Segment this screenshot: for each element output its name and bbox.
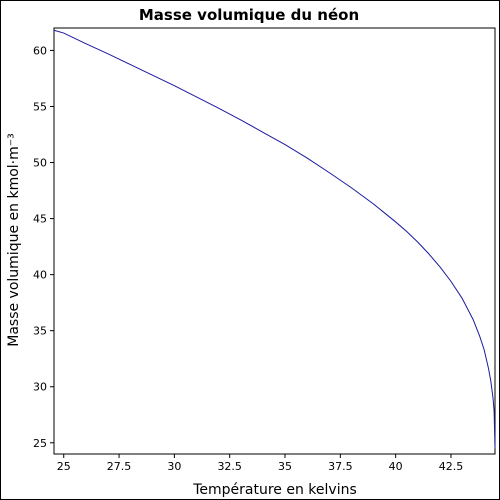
y-axis: 25 30 35 40 45 50 55 60: [33, 44, 54, 450]
x-tick-label: 37.5: [328, 460, 353, 473]
chart-title: Masse volumique du néon: [139, 6, 359, 24]
x-tick-label: 27.5: [107, 460, 132, 473]
x-axis-label: Température en kelvins: [192, 482, 357, 498]
y-tick-label: 40: [33, 269, 47, 282]
y-tick-label: 55: [33, 100, 47, 113]
y-tick-label: 50: [33, 157, 47, 170]
x-tick-label: 25: [57, 460, 71, 473]
y-tick-label: 35: [33, 325, 47, 338]
x-tick-label: 35: [278, 460, 292, 473]
x-tick-label: 30: [167, 460, 181, 473]
y-axis-label: Masse volumique en kmol·m⁻³: [6, 133, 22, 347]
y-tick-label: 30: [33, 381, 47, 394]
y-tick-label: 60: [33, 44, 47, 57]
x-tick-label: 42.5: [439, 460, 464, 473]
y-tick-label: 25: [33, 437, 47, 450]
series-line: [53, 29, 496, 449]
plot-area: [53, 27, 496, 455]
y-tick-label: 45: [33, 213, 47, 226]
x-axis: 25 27.5 30 32.5 35 37.5 40 42.5: [57, 454, 463, 473]
x-tick-label: 32.5: [217, 460, 242, 473]
x-tick-label: 40: [389, 460, 403, 473]
